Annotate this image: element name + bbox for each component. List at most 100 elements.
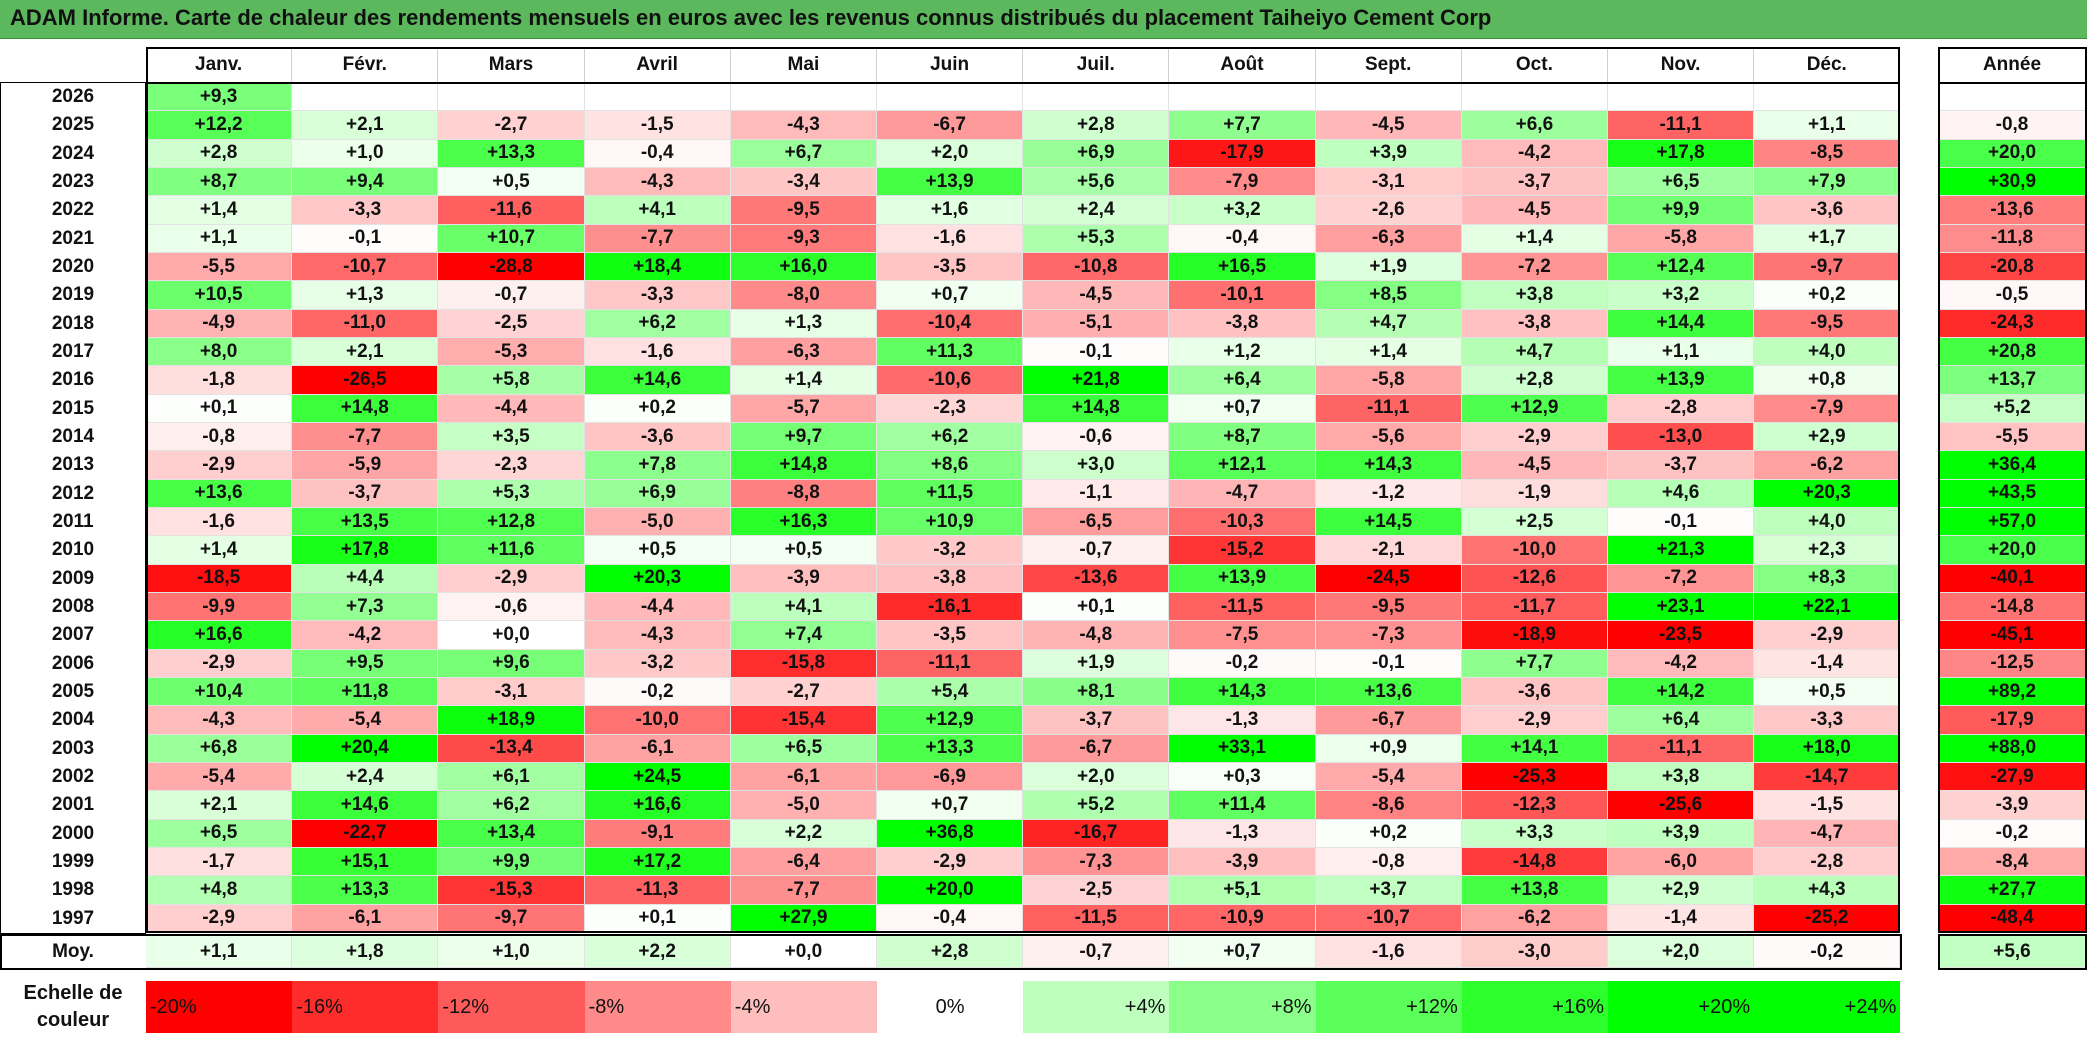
heatmap-cell: -3,8 [1461,309,1608,338]
heatmap-cell: -6,3 [730,337,877,367]
row-year-label: 2014 [51,426,95,448]
header-underline [146,82,1901,84]
row-year-label: 2006 [51,652,95,674]
average-cell: -0,7 [1023,936,1170,968]
heatmap-cell: -5,8 [1608,224,1755,253]
heatmap-cell: -3,7 [1461,167,1608,197]
annual-cell: -14,8 [1938,592,2087,622]
heatmap-cell: +14,6 [292,791,439,820]
heatmap-cell: -10,4 [877,309,1024,338]
heatmap-cell: +8,1 [1023,677,1170,707]
month-header: Juin [877,47,1024,83]
heatmap-cell: -0,1 [1315,649,1462,678]
heatmap-cell: +2,3 [1754,536,1901,565]
page-title: ADAM Informe. Carte de chaleur des rende… [10,5,1492,30]
heatmap-cell: -15,8 [730,649,877,678]
heatmap-cell: -3,9 [1169,847,1316,877]
row-year-label: 2009 [51,567,95,589]
heatmap-cell: +0,7 [877,791,1024,820]
heatmap-cell: +2,0 [877,139,1024,168]
heatmap-cell: +27,9 [730,904,877,933]
heatmap-cell: -11,5 [1169,592,1316,622]
annual-cell: +20,0 [1938,536,2087,565]
heatmap-cell: +24,5 [584,762,731,792]
heatmap-cell [1461,83,1608,112]
heatmap-cell: -25,2 [1754,904,1901,933]
heatmap-cell: +12,2 [146,111,293,140]
heatmap-cell: -6,1 [584,734,731,763]
heatmap-cell: -9,1 [584,819,731,848]
heatmap-cell: -6,0 [1608,847,1755,877]
heatmap-cell: -1,3 [1169,819,1316,848]
heatmap-cell: -2,8 [1608,394,1755,423]
heatmap-cell [438,83,585,112]
heatmap-cell: -11,1 [1608,111,1755,140]
heatmap-cell: -9,3 [730,224,877,253]
heatmap-cell: +2,4 [292,762,439,792]
average-cell: -0,2 [1754,936,1901,968]
heatmap-cell: -4,5 [1315,111,1462,140]
legend-swatch: +24% [1754,981,1901,1033]
heatmap-cell: +1,4 [146,536,293,565]
heatmap-cell [584,83,731,112]
heatmap-cell: -22,7 [292,819,439,848]
row-year-label: 1998 [51,879,95,901]
heatmap-cell: +6,8 [146,734,293,763]
heatmap-cell: +36,8 [877,819,1024,848]
heatmap-cell: -0,4 [584,139,731,168]
heatmap-cell: -12,6 [1461,564,1608,593]
heatmap-cell: +8,5 [1315,281,1462,310]
heatmap-cell: +13,3 [438,139,585,168]
annual-cell: -40,1 [1938,564,2087,593]
heatmap-cell: +20,3 [1754,479,1901,508]
heatmap-cell: +33,1 [1169,734,1316,763]
heatmap-cell: -5,6 [1315,422,1462,452]
annual-cell: -12,5 [1938,649,2087,678]
heatmap-cell: +5,6 [1023,167,1170,197]
heatmap-cell: -4,7 [1754,819,1901,848]
heatmap-cell: +16,6 [584,791,731,820]
heatmap-cell: -2,9 [1461,422,1608,452]
heatmap-cell: +4,1 [584,196,731,225]
row-year-label: 2004 [51,709,95,731]
heatmap-cell: +6,4 [1169,366,1316,395]
heatmap-cell: -3,6 [1461,677,1608,707]
heatmap-cell: +0,2 [584,394,731,423]
heatmap-cell: -3,2 [877,536,1024,565]
heatmap-cell [1023,83,1170,112]
heatmap-cell: +0,9 [1315,734,1462,763]
heatmap-cell: +6,2 [877,422,1024,452]
legend-swatch: 0% [877,981,1024,1033]
row-year-label: 2002 [51,766,95,788]
heatmap-cell: +7,3 [292,592,439,622]
year-total-header: Année [1938,47,2087,83]
annual-cell: +36,4 [1938,451,2087,480]
heatmap-cell: -4,5 [1023,281,1170,310]
legend-swatch: +12% [1315,981,1462,1033]
heatmap-cell: -3,8 [1169,309,1316,338]
heatmap-cell: +1,1 [146,224,293,253]
heatmap-cell: +1,1 [1754,111,1901,140]
heatmap-cell: +3,8 [1461,281,1608,310]
heatmap-cell: -0,4 [1169,224,1316,253]
heatmap-cell: +2,1 [146,791,293,820]
annual-cell: +88,0 [1938,734,2087,763]
heatmap-cell: -5,0 [730,791,877,820]
heatmap-cell: -10,0 [1461,536,1608,565]
heatmap-cell: +15,1 [292,847,439,877]
heatmap-cell: -0,2 [584,677,731,707]
heatmap-cell: +23,1 [1608,592,1755,622]
heatmap-cell: +2,1 [292,337,439,367]
heatmap-cell: +10,9 [877,507,1024,537]
heatmap-cell: +0,5 [730,536,877,565]
row-year-label: 2020 [51,256,95,278]
heatmap-cell: -11,0 [292,309,439,338]
heatmap-cell: +5,4 [877,677,1024,707]
heatmap-cell: -13,0 [1608,422,1755,452]
heatmap-cell: +11,6 [438,536,585,565]
heatmap-cell: +11,5 [877,479,1024,508]
heatmap-cell: -1,6 [146,507,293,537]
heatmap-cell: +11,4 [1169,791,1316,820]
heatmap-cell: -8,5 [1754,139,1901,168]
heatmap-cell: +14,2 [1608,677,1755,707]
